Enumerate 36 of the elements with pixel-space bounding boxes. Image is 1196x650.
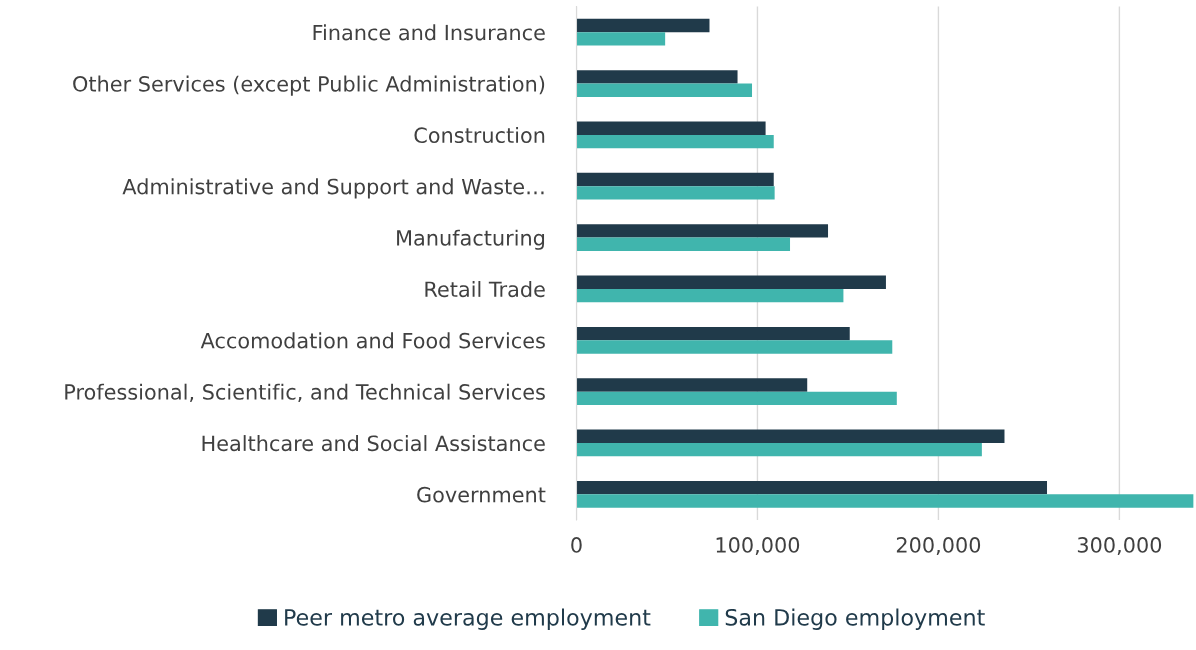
bar: [576, 70, 738, 84]
bar: [576, 237, 791, 251]
y-tick-label: Manufacturing: [397, 229, 545, 250]
bar: [576, 83, 753, 97]
y-tick-label: Professional, Scientific, and Technical Services: [65, 383, 545, 402]
x-tick-label: 100,000: [716, 537, 800, 555]
bar: [576, 134, 774, 149]
y-tick-label: Accomodation and Food Services: [200, 332, 545, 349]
y-tick-label: Government: [417, 486, 546, 503]
x-tick-label: 0: [571, 537, 582, 553]
bar: [576, 224, 829, 238]
bar: [576, 340, 893, 354]
bar: [576, 326, 850, 341]
x-tick-label: 300,000: [1077, 537, 1162, 555]
y-tick-label: Other Services (except Public Administration): [73, 75, 545, 96]
y-tick-label: Retail Trade: [425, 281, 545, 298]
bar: [576, 480, 1048, 495]
legend-label: San Diego employment: [725, 608, 985, 630]
bar: [576, 172, 774, 187]
bar: [576, 442, 982, 457]
bar: [576, 186, 775, 200]
y-tick-label: Construction: [414, 126, 545, 144]
bar: [576, 32, 666, 46]
y-tick-label: Finance and Insurance: [313, 24, 545, 41]
bar: [576, 378, 808, 392]
bar: [576, 429, 1005, 443]
y-tick-label: Healthcare and Social Assistance: [202, 435, 545, 452]
x-tick-label: 200,000: [896, 537, 981, 555]
bar: [576, 391, 897, 405]
bar: [576, 121, 766, 135]
y-tick-label: Administrative and Support and Waste…: [122, 178, 544, 199]
bar: [576, 275, 886, 289]
bar: [576, 494, 1194, 508]
legend-label: Peer metro average employment: [285, 608, 651, 630]
bar: [576, 288, 844, 303]
bar: [576, 18, 710, 33]
